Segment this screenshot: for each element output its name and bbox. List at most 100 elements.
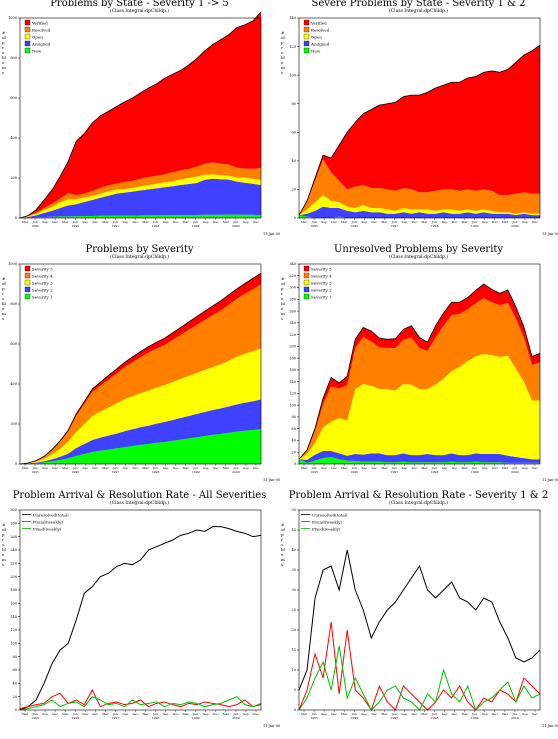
x-year-label: 2000 — [232, 470, 240, 474]
y-axis-label: # of problems — [281, 30, 285, 75]
x-year-label: 2000 — [511, 716, 519, 720]
legend-swatch — [24, 47, 31, 54]
y-tick-label: 220 — [289, 333, 296, 337]
x-tick-label: Dec — [52, 220, 58, 224]
plot-frame — [19, 509, 262, 711]
y-tick-label: 180 — [10, 588, 17, 592]
x-tick-label: Dec — [371, 466, 377, 470]
legend-label: Found(weekly) — [33, 520, 63, 525]
legend-label: Open — [311, 35, 322, 40]
x-year-label: 2000 — [511, 224, 519, 228]
chart-subtitle: (Class Integral:dpChildp.) — [388, 501, 449, 506]
y-axis-label: # of problems — [2, 276, 6, 321]
area-series-assigned — [20, 178, 261, 218]
line-series-unresolved-total- — [19, 526, 262, 711]
chart-panel: 0 20 40 60 80 100 120 140 Mar Jun Sep Dec Mar Jun Sep D… — [279, 0, 558, 246]
legend-swatch — [303, 265, 310, 272]
x-tick-label: Jun — [232, 712, 238, 716]
x-tick-label: Jun — [391, 220, 397, 224]
area-series-severity-4 — [20, 284, 261, 464]
y-axis-label: # of problems — [281, 276, 285, 321]
y-tick-label: 320 — [289, 274, 296, 278]
x-tick-label: Sep — [522, 466, 528, 470]
x-tick-label: Dec — [92, 466, 98, 470]
legend-swatch — [24, 286, 31, 293]
area-series-severity-1 — [20, 429, 261, 464]
x-year-label: 1997 — [112, 716, 120, 720]
y-tick-label: 240 — [10, 548, 17, 552]
x-tick-label: Jun — [471, 712, 477, 716]
legend-label: Unresolved(total) — [33, 513, 69, 518]
x-tick-label: Dec — [452, 466, 458, 470]
x-tick-label: Sep — [163, 712, 169, 716]
chart-panel: 0 20 40 60 80 100 120 140 160 180 200 220 240 260 280 3… — [0, 490, 280, 738]
x-tick-label: Jun — [311, 466, 317, 470]
x-year-label: 1998 — [152, 470, 160, 474]
chart-title: Problem Arrival & Resolution Rate - Seve… — [288, 490, 549, 501]
date-stamp: 11-Jan-00 — [542, 478, 558, 482]
y-tick-label: 140 — [10, 615, 17, 619]
x-tick-label: Dec — [173, 466, 179, 470]
x-tick-label: Sep — [123, 220, 129, 224]
y-tick-label: 80 — [292, 415, 296, 419]
x-year-label: 1999 — [471, 224, 479, 228]
x-tick-label: Jun — [351, 220, 357, 224]
x-tick-label: Sep — [522, 712, 528, 716]
x-tick-label: Sep — [321, 220, 327, 224]
x-tick-label: Jun — [32, 712, 38, 716]
x-tick-label: Sep — [361, 220, 367, 224]
y-tick-label: 30 — [292, 588, 296, 592]
x-year-label: 2000 — [232, 224, 240, 228]
x-tick-label: Mar — [62, 220, 69, 224]
x-year-label: 1998 — [152, 716, 160, 720]
chart-subtitle: (Class Integral:dpChildp.) — [109, 255, 170, 260]
y-tick-label: 280 — [10, 522, 17, 526]
x-tick-label: Dec — [133, 466, 139, 470]
legend-label: Fixed(weekly) — [312, 527, 341, 532]
x-tick-label: Sep — [361, 712, 367, 716]
y-tick-label: 300 — [289, 286, 296, 290]
x-tick-label: Dec — [173, 220, 179, 224]
x-tick-label: Mar — [62, 466, 69, 470]
x-tick-label: Mar — [142, 220, 149, 224]
area-series-severity-3 — [20, 348, 261, 464]
x-year-label: 1997 — [391, 470, 399, 474]
y-tick-label: 200 — [10, 575, 17, 579]
legend-swatch — [303, 26, 310, 33]
x-tick-label: Dec — [412, 466, 418, 470]
y-tick-label: 200 — [289, 345, 296, 349]
chart-title: Problem Arrival & Resolution Rate - All … — [12, 490, 267, 501]
x-tick-label: Dec — [331, 220, 337, 224]
x-tick-label: Jun — [431, 220, 437, 224]
x-tick-label: Sep — [402, 712, 408, 716]
x-tick-label: Dec — [452, 220, 458, 224]
area-series-resolved — [20, 162, 261, 218]
legend-label: Assigned — [31, 42, 51, 47]
legend-label: Severity 3 — [32, 281, 53, 286]
legend-swatch — [24, 272, 31, 279]
x-tick-label: Mar — [381, 712, 388, 716]
y-tick-label: 600 — [10, 96, 17, 100]
x-year-label: 1995 — [310, 470, 318, 474]
legend-label: Open — [32, 35, 43, 40]
x-tick-label: Mar — [142, 712, 149, 716]
x-tick-label: Sep — [482, 712, 488, 716]
legend-label: Assigned — [310, 42, 330, 47]
x-year-label: 1995 — [31, 224, 39, 228]
x-tick-label: Jun — [192, 712, 198, 716]
y-tick-label: 60 — [292, 130, 296, 134]
y-tick-label: 20 — [13, 695, 17, 699]
x-tick-label: Sep — [123, 712, 129, 716]
x-tick-label: Sep — [321, 712, 327, 716]
x-tick-label: Jun — [152, 220, 158, 224]
x-year-label: 1998 — [431, 716, 439, 720]
chart-subtitle: (Class Integral:dpChildp.) — [388, 9, 449, 14]
x-year-label: 1996 — [350, 224, 358, 228]
chart-title: Problems by Severity — [85, 244, 194, 255]
x-tick-label: Dec — [253, 712, 259, 716]
x-tick-label: Dec — [253, 466, 259, 470]
area-series-assigned — [299, 206, 540, 218]
x-tick-label: Mar — [421, 220, 428, 224]
